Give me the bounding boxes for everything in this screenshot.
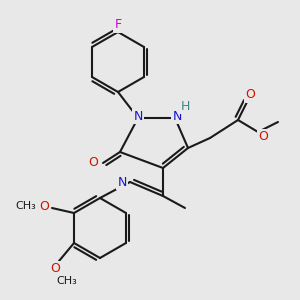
Text: N: N: [172, 110, 182, 122]
Text: O: O: [258, 130, 268, 143]
Text: CH₃: CH₃: [57, 276, 77, 286]
Text: O: O: [245, 88, 255, 101]
Text: CH₃: CH₃: [16, 201, 36, 211]
Text: O: O: [39, 200, 49, 212]
Text: N: N: [133, 110, 143, 122]
Text: O: O: [50, 262, 60, 275]
Text: N: N: [117, 176, 127, 188]
Text: F: F: [114, 19, 122, 32]
Text: H: H: [180, 100, 190, 112]
Text: O: O: [88, 157, 98, 169]
